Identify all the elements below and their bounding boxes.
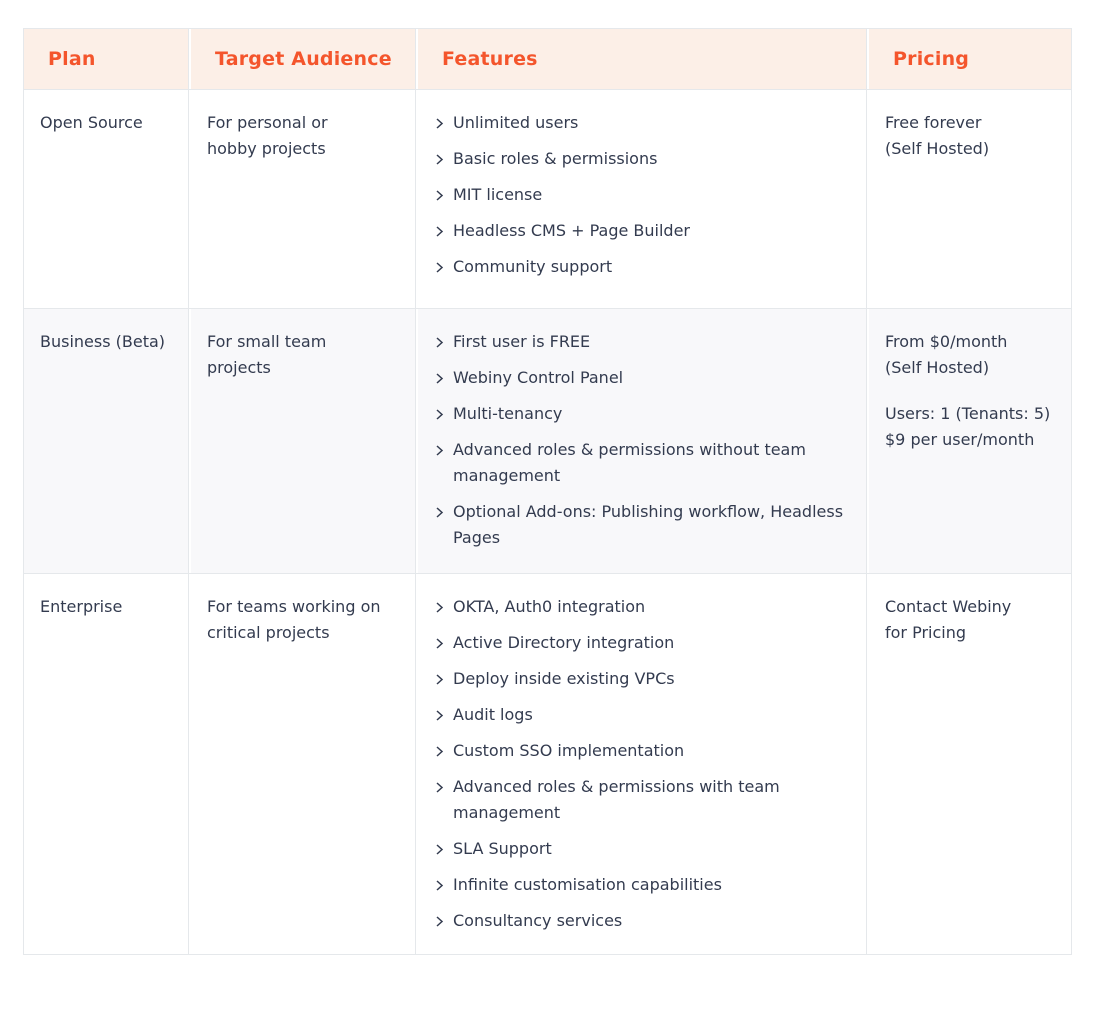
feature-label: Audit logs: [453, 705, 533, 724]
feature-label: Basic roles & permissions: [453, 149, 658, 168]
chevron-right-icon: [434, 710, 445, 721]
chevron-right-icon: [434, 916, 445, 927]
feature-item: Active Directory integration: [434, 630, 850, 656]
plan-cell: Open Source: [24, 90, 189, 308]
feature-label: Webiny Control Panel: [453, 368, 624, 387]
feature-item: Audit logs: [434, 702, 850, 728]
pricing-cell: Contact Webiny for Pricing: [869, 574, 1071, 954]
features-cell: OKTA, Auth0 integration Active Directory…: [418, 574, 867, 954]
feature-item: Custom SSO implementation: [434, 738, 850, 764]
column-header-plan: Plan: [24, 29, 189, 89]
features-cell: Unlimited users Basic roles & permission…: [418, 90, 867, 308]
feature-item: Basic roles & permissions: [434, 146, 850, 172]
chevron-right-icon: [434, 409, 445, 420]
plan-cell: Business (Beta): [24, 309, 189, 573]
feature-label: Advanced roles & permissions without tea…: [453, 440, 806, 485]
feature-label: Active Directory integration: [453, 633, 675, 652]
chevron-right-icon: [434, 154, 445, 165]
feature-label: OKTA, Auth0 integration: [453, 597, 646, 616]
feature-label: Optional Add-ons: Publishing workflow, H…: [453, 502, 844, 547]
feature-label: First user is FREE: [453, 332, 591, 351]
chevron-right-icon: [434, 638, 445, 649]
feature-item: Unlimited users: [434, 110, 850, 136]
chevron-right-icon: [434, 782, 445, 793]
chevron-right-icon: [434, 190, 445, 201]
feature-item: Community support: [434, 254, 850, 280]
feature-label: MIT license: [453, 185, 543, 204]
feature-item: First user is FREE: [434, 329, 850, 355]
column-header-target-audience: Target Audience: [191, 29, 416, 89]
feature-label: Headless CMS + Page Builder: [453, 221, 690, 240]
feature-item: Advanced roles & permissions without tea…: [434, 437, 850, 489]
feature-item: Deploy inside existing VPCs: [434, 666, 850, 692]
feature-item: OKTA, Auth0 integration: [434, 594, 850, 620]
feature-item: Optional Add-ons: Publishing workflow, H…: [434, 499, 850, 551]
chevron-right-icon: [434, 746, 445, 757]
column-header-features: Features: [418, 29, 867, 89]
feature-label: Consultancy services: [453, 911, 623, 930]
feature-label: Unlimited users: [453, 113, 579, 132]
feature-label: Infinite customisation capabilities: [453, 875, 722, 894]
feature-label: Multi-tenancy: [453, 404, 563, 423]
pricing-text: From $0/month (Self Hosted): [885, 332, 1008, 377]
chevron-right-icon: [434, 226, 445, 237]
plan-cell: Enterprise: [24, 574, 189, 954]
table-row: Business (Beta) For small team projects …: [24, 308, 1071, 573]
chevron-right-icon: [434, 507, 445, 518]
pricing-text: Contact Webiny for Pricing: [885, 597, 1012, 642]
feature-label: Custom SSO implementation: [453, 741, 685, 760]
feature-item: Multi-tenancy: [434, 401, 850, 427]
feature-label: Deploy inside existing VPCs: [453, 669, 675, 688]
chevron-right-icon: [434, 602, 445, 613]
plan-name: Open Source: [40, 113, 143, 132]
pricing-text: Users: 1 (Tenants: 5) $9 per user/month: [885, 404, 1051, 449]
pricing-cell: Free forever (Self Hosted): [869, 90, 1071, 308]
feature-label: Advanced roles & permissions with team m…: [453, 777, 780, 822]
target-audience-cell: For small team projects: [191, 309, 416, 573]
feature-item: Consultancy services: [434, 908, 850, 934]
feature-label: SLA Support: [453, 839, 552, 858]
feature-item: Webiny Control Panel: [434, 365, 850, 391]
table-header-row: Plan Target Audience Features Pricing: [24, 29, 1071, 89]
table-row: Enterprise For teams working on critical…: [24, 573, 1071, 954]
chevron-right-icon: [434, 262, 445, 273]
feature-item: Infinite customisation capabilities: [434, 872, 850, 898]
chevron-right-icon: [434, 118, 445, 129]
target-audience-cell: For teams working on critical projects: [191, 574, 416, 954]
feature-item: MIT license: [434, 182, 850, 208]
pricing-cell: From $0/month (Self Hosted) Users: 1 (Te…: [869, 309, 1071, 573]
column-header-pricing: Pricing: [869, 29, 1071, 89]
chevron-right-icon: [434, 880, 445, 891]
chevron-right-icon: [434, 844, 445, 855]
chevron-right-icon: [434, 373, 445, 384]
feature-label: Community support: [453, 257, 613, 276]
feature-item: SLA Support: [434, 836, 850, 862]
target-audience-cell: For personal or hobby projects: [191, 90, 416, 308]
pricing-table: Plan Target Audience Features Pricing Op…: [23, 28, 1072, 955]
features-cell: First user is FREE Webiny Control Panel …: [418, 309, 867, 573]
plan-name: Business (Beta): [40, 332, 166, 351]
plan-name: Enterprise: [40, 597, 123, 616]
chevron-right-icon: [434, 674, 445, 685]
chevron-right-icon: [434, 445, 445, 456]
chevron-right-icon: [434, 337, 445, 348]
feature-item: Advanced roles & permissions with team m…: [434, 774, 850, 826]
pricing-text: Free forever (Self Hosted): [885, 113, 990, 158]
feature-item: Headless CMS + Page Builder: [434, 218, 850, 244]
table-row: Open Source For personal or hobby projec…: [24, 89, 1071, 308]
